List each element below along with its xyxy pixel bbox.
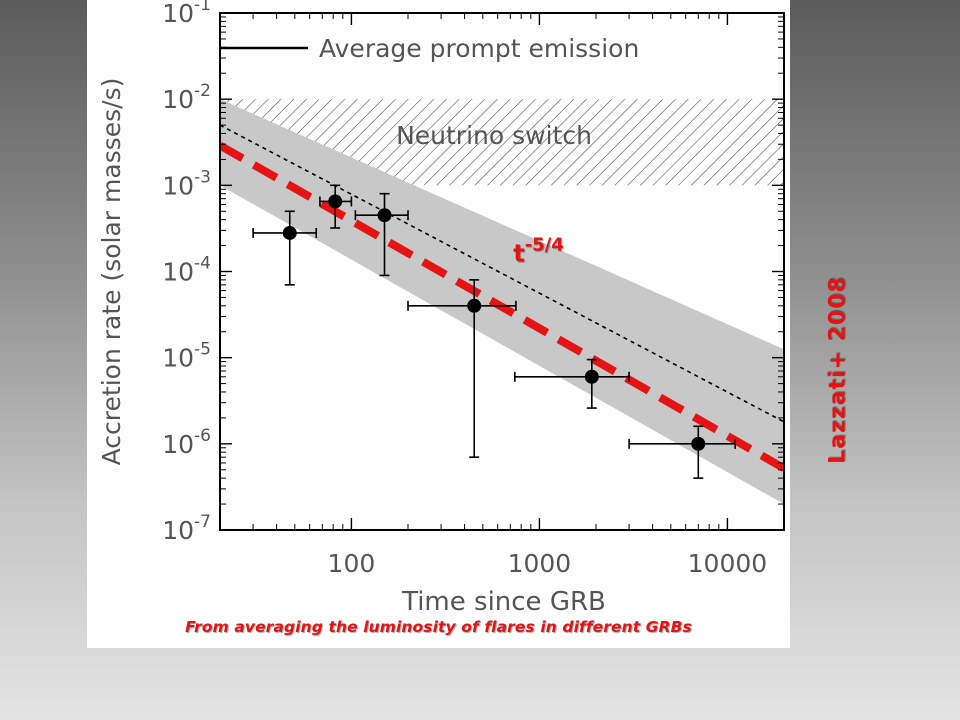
powerlaw-base: t [513, 240, 524, 268]
y-tick-mantissa: 10 [162, 258, 194, 287]
data-marker [328, 194, 343, 209]
average-fit-line [220, 124, 784, 423]
y-tick-exponent: -3 [194, 167, 211, 187]
y-axis-label: Accretion rate (solar masses/s) [97, 78, 126, 466]
y-tick-exponent: -2 [194, 81, 211, 101]
powerlaw-exponent: -5/4 [525, 235, 564, 256]
y-tick-mantissa: 10 [162, 344, 194, 373]
y-tick-label: 10-3 [162, 167, 211, 200]
data-point-6 [628, 425, 736, 479]
data-marker [584, 369, 599, 384]
data-marker [467, 298, 482, 313]
y-tick-label: 10-7 [162, 512, 211, 545]
data-point-3 [354, 192, 409, 277]
x-tick-label: 10000 [688, 549, 768, 578]
data-marker [691, 436, 706, 451]
y-tick-exponent: -1 [194, 0, 211, 15]
y-tick-label: 10-4 [162, 254, 211, 287]
powerlaw-line [220, 142, 784, 472]
y-tick-exponent: -6 [194, 426, 211, 446]
y-tick-exponent: -7 [194, 512, 211, 532]
figure-panel: 10-1 10-2 10-3 10-4 10-5 10-6 10-7 100 1000 10000… [87, 0, 790, 648]
y-tick-label: 10-2 [162, 81, 211, 114]
x-tick-label: 100 [328, 549, 376, 578]
x-tick-label: 1000 [508, 549, 572, 578]
data-marker [377, 208, 392, 223]
uncertainty-band [220, 99, 784, 505]
data-point-1 [252, 210, 318, 286]
y-tick-label: 10-5 [162, 340, 211, 373]
data-point-5 [514, 358, 630, 409]
y-tick-label: 10-6 [162, 426, 211, 459]
y-tick-label: 10-1 [162, 0, 211, 28]
y-tick-mantissa: 10 [162, 430, 194, 459]
data-marker [282, 225, 297, 240]
reference-text: Lazzati+ 2008 [825, 276, 851, 464]
y-tick-mantissa: 10 [162, 171, 194, 200]
figure-caption: From averaging the luminosity of flares … [185, 618, 692, 636]
y-tick-mantissa: 10 [162, 85, 194, 114]
y-tick-exponent: -5 [194, 340, 211, 360]
data-point-4 [407, 279, 517, 458]
x-axis-label: Time since GRB [401, 587, 606, 617]
y-tick-mantissa: 10 [162, 516, 194, 545]
legend-label: Average prompt emission [319, 34, 639, 63]
y-tick-mantissa: 10 [162, 0, 194, 28]
neutrino-switch-label: Neutrino switch [396, 121, 592, 150]
data-point-2 [319, 184, 353, 229]
y-tick-exponent: -4 [194, 254, 211, 274]
powerlaw-annotation: t-5/4 [513, 235, 564, 268]
